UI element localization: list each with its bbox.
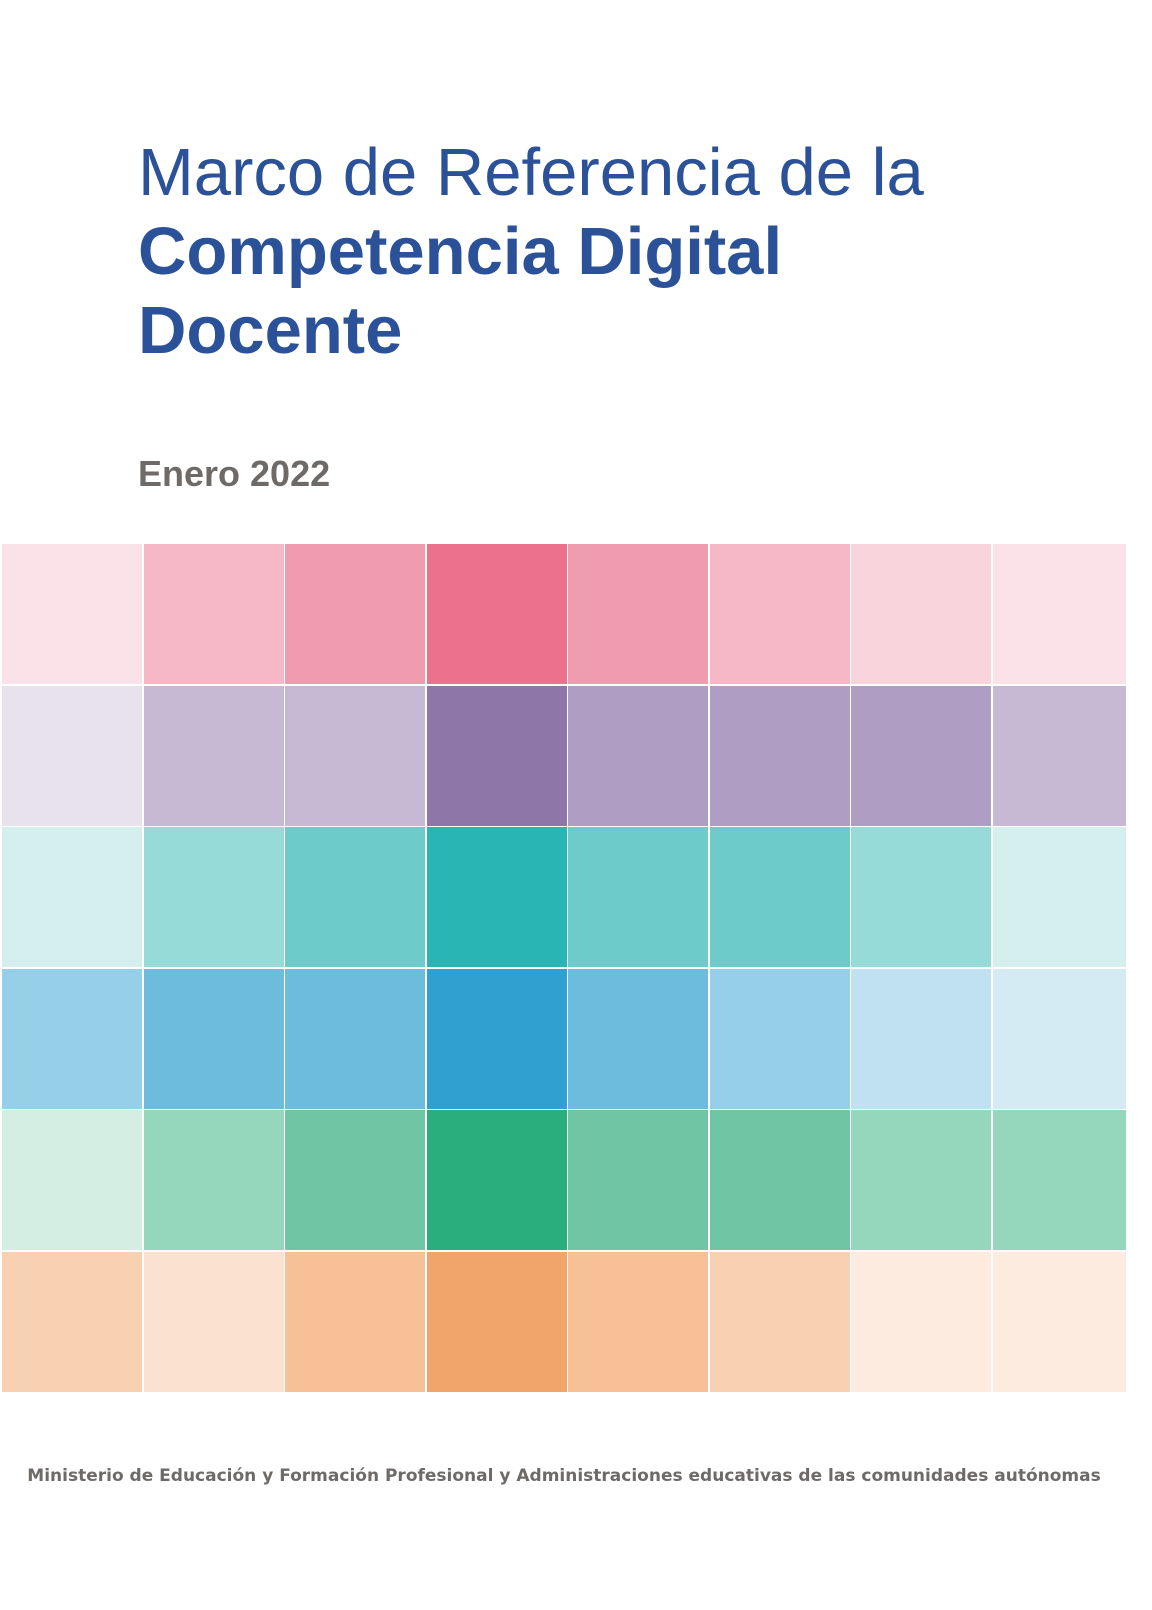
mosaic-tile [851, 827, 991, 967]
mosaic-tile [2, 827, 142, 967]
mosaic-tile [426, 544, 567, 684]
mosaic-tile [143, 1110, 284, 1250]
mosaic-tile [709, 968, 850, 1109]
mosaic-tile [851, 544, 991, 684]
mosaic-tile [992, 544, 1126, 684]
mosaic-tile [2, 544, 142, 684]
mosaic-tile [992, 1110, 1126, 1250]
mosaic-tile [568, 1110, 708, 1250]
mosaic-tile [992, 1251, 1126, 1392]
mosaic-tile [143, 1251, 284, 1392]
document-title: Marco de Referencia de la Competencia Di… [138, 133, 924, 370]
mosaic-tile [285, 968, 425, 1109]
mosaic-tile [426, 1110, 567, 1250]
mosaic-tile [709, 1110, 850, 1250]
mosaic-tile [285, 544, 425, 684]
mosaic-tile [285, 1110, 425, 1250]
mosaic-tile [992, 968, 1126, 1109]
mosaic-tile [143, 685, 284, 826]
publication-date: Enero 2022 [138, 453, 331, 494]
title-line-2: Competencia Digital [138, 214, 783, 289]
publisher-footer: Ministerio de Educación y Formación Prof… [27, 1466, 1101, 1486]
mosaic-tile [568, 1251, 708, 1392]
mosaic-tile [426, 1251, 567, 1392]
mosaic-tile [285, 1251, 425, 1392]
mosaic-tile [851, 968, 991, 1109]
mosaic-tile [285, 827, 425, 967]
mosaic-tile [568, 827, 708, 967]
mosaic-tile [568, 685, 708, 826]
mosaic-tile [2, 1251, 142, 1392]
mosaic-tile [992, 827, 1126, 967]
mosaic-tile [709, 1251, 850, 1392]
mosaic-tile [709, 685, 850, 826]
mosaic-tile [426, 685, 567, 826]
mosaic-tile [851, 1110, 991, 1250]
mosaic-tile [143, 544, 284, 684]
color-mosaic-graphic [2, 544, 1126, 1392]
mosaic-tile [426, 968, 567, 1109]
mosaic-tile [709, 544, 850, 684]
mosaic-tile [285, 685, 425, 826]
mosaic-tile [2, 1110, 142, 1250]
mosaic-tile [143, 968, 284, 1109]
mosaic-tile [992, 685, 1126, 826]
title-line-3: Docente [138, 293, 403, 368]
mosaic-tile [851, 1251, 991, 1392]
mosaic-tile [568, 968, 708, 1109]
mosaic-tile [143, 827, 284, 967]
mosaic-tile [2, 685, 142, 826]
mosaic-tile [709, 827, 850, 967]
title-line-1: Marco de Referencia de la [138, 135, 924, 210]
mosaic-tile [426, 827, 567, 967]
mosaic-tile [851, 685, 991, 826]
mosaic-tile [2, 968, 142, 1109]
mosaic-tile [568, 544, 708, 684]
